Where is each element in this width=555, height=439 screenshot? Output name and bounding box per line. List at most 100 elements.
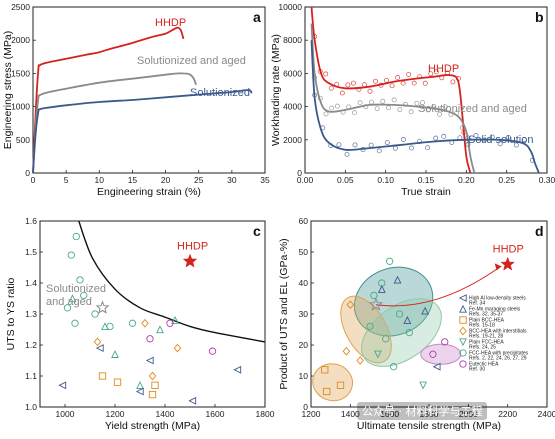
data-point [101, 322, 109, 331]
data-point [145, 356, 154, 365]
x-axis-title: Engineering strain (%) [97, 186, 201, 198]
legend-marker [459, 316, 467, 324]
data-point [151, 381, 159, 389]
data-point [395, 310, 404, 318]
x-tick-label: 1600 [380, 409, 399, 419]
series-line [32, 89, 253, 174]
data-point [339, 90, 345, 96]
data-point [428, 71, 434, 77]
x-tick-label: 2400 [538, 409, 555, 419]
y-tick-label: 2000 [283, 135, 302, 145]
data-point [344, 151, 350, 157]
data-point [408, 109, 414, 115]
data-point [148, 390, 157, 399]
data-point [389, 363, 398, 371]
y-tick-label: 1.4 [25, 278, 37, 288]
y-tick-label: 1.6 [25, 216, 37, 226]
legend-label: Plain BCC-HEA [469, 318, 505, 324]
data-point [188, 396, 197, 405]
data-point [352, 142, 358, 148]
y-tick-label: 1500 [11, 68, 30, 78]
data-point [328, 85, 334, 91]
annotation-hhdp: HHDP [428, 63, 459, 75]
y-tick-label: 60 [299, 216, 309, 226]
solutionized-aged-star [368, 297, 383, 311]
data-point [397, 107, 403, 112]
data-point [368, 99, 374, 105]
data-point [391, 97, 397, 103]
legend-marker [459, 326, 467, 336]
annotation-solutionized-aged: Solutionized and aged [418, 103, 527, 115]
data-point [156, 325, 164, 334]
series-line [32, 26, 185, 174]
data-point [386, 257, 394, 265]
series-line [32, 72, 197, 174]
data-point [233, 365, 242, 374]
data-point [373, 350, 382, 359]
watermark-bg [357, 402, 487, 420]
data-point [350, 80, 356, 86]
annotation-hhdp: HHDP [493, 243, 524, 255]
data-point [505, 134, 511, 140]
data-point [135, 387, 144, 396]
x-tick-label: 35 [260, 175, 270, 185]
annotation-solutionized-aged: Solutionized and aged [137, 55, 246, 67]
annotation-line-2: and aged [46, 296, 92, 308]
y-tick-label: 1.5 [25, 247, 37, 257]
y-tick-label: 40 [299, 278, 309, 288]
data-point [342, 346, 351, 356]
data-point [367, 88, 373, 94]
legend-reference: Refs. 24, 25 [469, 345, 496, 351]
legend-marker [459, 349, 467, 357]
annotation-solutionized-aged: Solutionized and aged [46, 283, 106, 308]
x-tick-label: 1200 [302, 409, 321, 419]
data-point [376, 148, 382, 154]
data-point [329, 105, 335, 111]
data-point [425, 145, 431, 151]
data-point [403, 101, 408, 107]
series-line [310, 23, 476, 173]
data-point [63, 304, 72, 312]
x-tick-label: 0.15 [418, 175, 435, 185]
x-tick-label: 0.10 [377, 175, 394, 185]
data-point [321, 366, 329, 374]
legend-marker [458, 294, 467, 302]
data-point [400, 137, 406, 142]
data-point [420, 100, 425, 106]
data-point [442, 104, 448, 110]
legend-marker [459, 304, 467, 313]
data-point [450, 79, 456, 85]
data-point [351, 110, 357, 116]
data-point [58, 381, 67, 390]
legend-marker [459, 360, 467, 368]
improvement-arrow [375, 265, 501, 307]
y-axis-title: Workharding rate (MPa) [270, 34, 282, 146]
data-point [368, 142, 374, 148]
panel-label: d [535, 223, 544, 239]
data-point [384, 140, 390, 146]
legend-reference: Ref. 30 [469, 367, 485, 373]
panel-a-engineering-stress-strain: 0 5 10 15 20 25 30 35 0 500 1000 1500 2000 2500 Engine… [2, 2, 270, 198]
legend-label: Plain FCC-HEA [469, 340, 504, 346]
region-plain-bcc [312, 363, 354, 402]
y-tick-label: 0 [25, 168, 30, 178]
solutionized-aged-star [95, 300, 110, 314]
y-tick-label: 2500 [11, 2, 30, 12]
panel-c-uts-ys-ratio: 1000 1200 1400 1600 1800 1.0 1.1 1.2 1.3 1.4 1.5 1.… [5, 216, 275, 432]
data-point [392, 145, 398, 151]
annotation-hhdp: HHDP [177, 240, 208, 252]
data-point [80, 291, 88, 300]
x-tick-label: 0.20 [458, 175, 475, 185]
y-tick-label: 6000 [283, 68, 302, 78]
data-point [377, 284, 386, 293]
x-tick-label: 0.25 [498, 175, 515, 185]
data-point [111, 350, 119, 358]
data-point [113, 378, 122, 386]
watermark: 公众号 · 材料科学与工程 [357, 402, 487, 420]
data-point [357, 100, 363, 106]
y-tick-label: 1.0 [25, 402, 37, 412]
x-tick-label: 1400 [156, 409, 175, 419]
data-point [513, 142, 519, 148]
x-tick-label: 1000 [56, 409, 75, 419]
region-bcc-hea [340, 295, 392, 364]
